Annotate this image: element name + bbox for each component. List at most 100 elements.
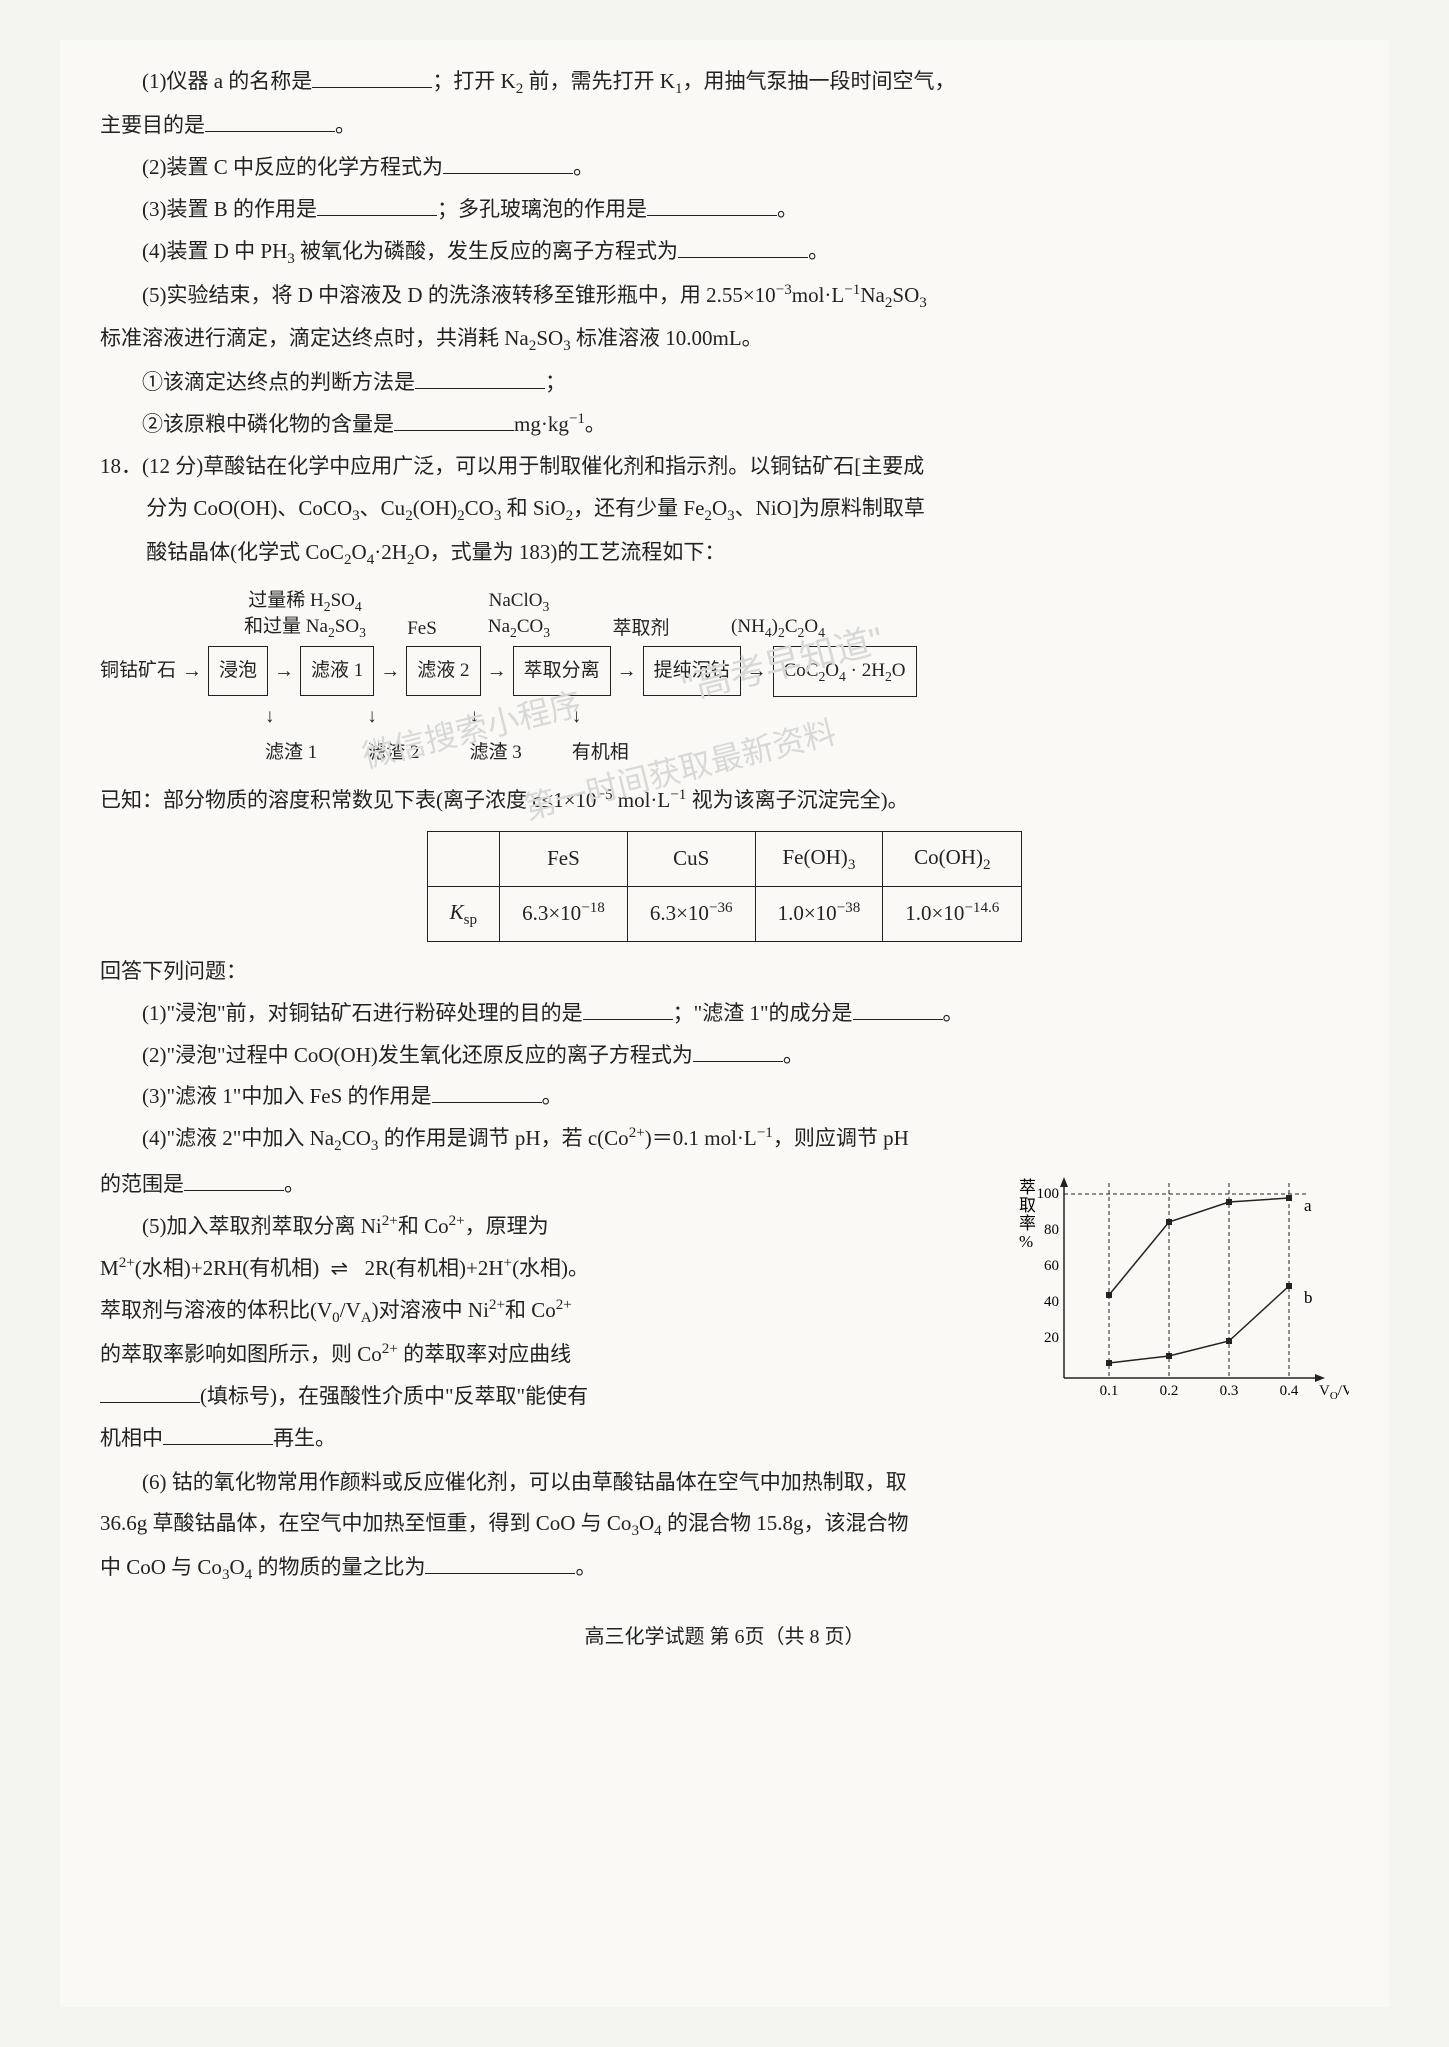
q17-5b: 标准溶液进行滴定，滴定达终点时，共消耗 Na2SO3 标准溶液 10.00mL。 (100, 319, 1349, 361)
q18-head-2: 分为 CoO(OH)、CoCO3、Cu2(OH)2CO3 和 SiO2，还有少量… (100, 489, 1349, 531)
series-a-line (1109, 1198, 1289, 1295)
ksp-v2: 6.3×10−36 (627, 886, 755, 941)
xtick: 0.1 (1100, 1383, 1119, 1399)
text: NaClO (489, 590, 543, 611)
text: ，原理为 (465, 1214, 549, 1238)
text: SO (335, 616, 359, 637)
text: 视为该离子沉淀完全)。 (686, 788, 908, 812)
text: ·2H (374, 540, 407, 564)
q17-2: (2)装置 C 中反应的化学方程式为。 (100, 148, 1349, 188)
text: O (352, 540, 367, 564)
series-b-label: b (1304, 1288, 1313, 1307)
text: 标准溶液进行滴定，滴定达终点时，共消耗 Na (100, 326, 529, 350)
text: 滤渣 1 (265, 742, 317, 763)
flow-product: CoC2O4 · 2H2O (773, 646, 917, 697)
text: SO (892, 283, 919, 307)
q18-a4b: 的范围是。 (100, 1165, 1001, 1205)
flow-out-2: ↓滤渣 2 (367, 699, 419, 771)
text: 前，需先打开 K (523, 69, 675, 93)
flow-in-1: 过量稀 H2SO4 和过量 Na2SO3 (230, 589, 380, 642)
text: 1.0×10 (905, 901, 964, 925)
arrow-icon: → (380, 652, 400, 690)
text: 。 (542, 1084, 563, 1108)
flow-box-2: 滤液 1 (300, 646, 374, 696)
text: 和 Co (505, 1298, 556, 1322)
series-a-markers (1106, 1195, 1292, 1298)
text: Na (860, 283, 885, 307)
text: )＝0.1 mol·L (645, 1126, 757, 1150)
ytick: 60 (1044, 1258, 1059, 1274)
ksp-v4: 1.0×10−14.6 (883, 886, 1022, 941)
text: 。 (943, 1001, 964, 1025)
text: (1)"浸泡"前，对铜钴矿石进行粉碎处理的目的是 (142, 1001, 583, 1025)
flow-out-4: ↓有机相 (572, 699, 629, 771)
series-a-label: a (1304, 1196, 1312, 1215)
text: ①该滴定达终点的判断方法是 (142, 370, 415, 394)
flow-box-4: 萃取分离 (513, 646, 611, 696)
text: (水相)+2RH(有机相) (135, 1256, 320, 1280)
ksp-v1: 6.3×10−18 (500, 886, 628, 941)
text: (4)装置 D 中 PH (142, 239, 287, 263)
ytick: 100 (1037, 1186, 1060, 1202)
q18-a3: (3)"滤液 1"中加入 FeS 的作用是。 (100, 1077, 1349, 1117)
text: 。 (585, 412, 606, 436)
text: 、NiO]为原料制取草 (735, 496, 925, 520)
text: 。 (575, 1555, 596, 1579)
text: (5)加入萃取剂萃取分离 Ni (142, 1214, 382, 1238)
flow-in-5: (NH4)2C2O4 (708, 615, 848, 642)
q18-a1: (1)"浸泡"前，对铜钴矿石进行粉碎处理的目的是 ；"滤渣 1"的成分是 。 (100, 994, 1349, 1034)
text: (3)装置 B 的作用是 (142, 197, 317, 221)
arrow-icon: → (487, 652, 507, 690)
q18-a5-5: 机相中 再生。 (100, 1419, 1001, 1459)
text: 机相中 (100, 1426, 163, 1450)
text: 。 (573, 155, 594, 179)
flow-out-3: ↓滤渣 3 (470, 699, 522, 771)
ksp-h1: FeS (500, 831, 628, 886)
text: (填标号)，在强酸性介质中"反萃取"能使有 (200, 1384, 588, 1408)
text: 和 Co (398, 1214, 449, 1238)
q17-5-1: ①该滴定达终点的判断方法是； (100, 363, 1349, 403)
flowchart: 过量稀 H2SO4 和过量 Na2SO3 FeS NaClO3 Na2CO3 萃… (100, 589, 1349, 771)
text: O (230, 1555, 245, 1579)
text: 1.0×10 (778, 901, 837, 925)
q18-a2: (2)"浸泡"过程中 CoO(OH)发生氧化还原反应的离子方程式为。 (100, 1036, 1349, 1076)
text: 中 CoO 与 Co (100, 1555, 222, 1579)
q18-a6-1: (6) 钴的氧化物常用作颜料或反应催化剂，可以由草酸钴晶体在空气中加热制取，取 (100, 1463, 1349, 1503)
text: mg·kg (514, 412, 569, 436)
extraction-chart: 萃取率% 100 80 60 40 20 (1009, 1163, 1349, 1437)
q18-a5-1: (5)加入萃取剂萃取分离 Ni2+和 Co2+，原理为 (100, 1207, 1001, 1247)
xtick: 0.3 (1220, 1383, 1239, 1399)
text: 萃取剂与溶液的体积比(V (100, 1298, 332, 1322)
chart-ylabel: 萃取率% (1019, 1178, 1036, 1251)
text: 的萃取率影响如图所示，则 Co (100, 1342, 382, 1366)
text: ；"滤渣 1"的成分是 (673, 1001, 853, 1025)
xtick: 0.2 (1160, 1383, 1179, 1399)
text: 被氧化为磷酸，发生反应的离子方程式为 (295, 239, 678, 263)
text: 酸钴晶体(化学式 CoC (146, 540, 344, 564)
q18-known: 已知：部分物质的溶度积常数见下表(离子浓度 c≤1×10−5 mol·L−1 视… (100, 781, 1349, 821)
text: 再生。 (273, 1426, 336, 1450)
arrow-icon: → (182, 652, 202, 690)
text: CO (342, 1126, 371, 1150)
text: (5)实验结束，将 D 中溶液及 D 的洗涤液转移至锥形瓶中，用 2.55×10 (142, 283, 776, 307)
text: 36.6g 草酸钴晶体，在空气中加热至恒重，得到 CoO 与 Co (100, 1511, 631, 1535)
text: (水相)。 (512, 1256, 589, 1280)
text: K (450, 900, 464, 924)
q18-a5-eq: M2+(水相)+2RH(有机相)⇌ 2R(有机相)+2H+(水相)。 (100, 1249, 1001, 1289)
q17-5: (5)实验结束，将 D 中溶液及 D 的洗涤液转移至锥形瓶中，用 2.55×10… (100, 276, 1349, 318)
text: 已知：部分物质的溶度积常数见下表(离子浓度 c≤1×10 (100, 788, 596, 812)
ytick: 80 (1044, 1222, 1059, 1238)
arrow-icon: → (274, 652, 294, 690)
text: mol·L (618, 788, 671, 812)
text: O (804, 616, 818, 637)
text: 的范围是 (100, 1172, 184, 1196)
flow-start: 铜钴矿石 (100, 653, 176, 689)
text: −38 (837, 900, 861, 916)
text: Co(OH) (914, 845, 983, 869)
text: ，还有少量 Fe (573, 496, 704, 520)
text: CoC (784, 660, 819, 681)
text: 的萃取率对应曲线 (398, 1342, 571, 1366)
text: 。 (783, 1043, 804, 1067)
q17-5-2: ②该原粮中磷化物的含量是mg·kg−1。 (100, 405, 1349, 445)
q17-1b: 主要目的是。 (100, 106, 1349, 146)
